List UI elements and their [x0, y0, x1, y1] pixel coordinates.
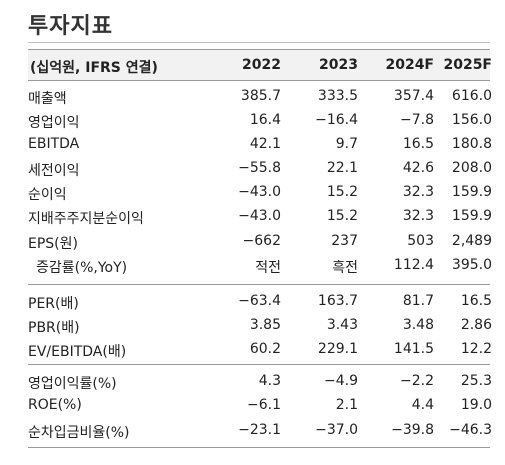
- row-value: 357.4: [393, 88, 434, 104]
- table-row: 영업이익률(%) 4.3 −4.9 −2.2 25.3: [28, 370, 492, 394]
- row-value: 3.43: [326, 317, 358, 333]
- row-value: 503: [407, 233, 434, 249]
- row-value: 81.7: [402, 293, 434, 309]
- row-value: 333.5: [317, 88, 358, 104]
- row-value: 적전: [255, 260, 281, 276]
- row-label: 증감률(%,YoY): [36, 260, 128, 276]
- row-label: 매출액: [28, 91, 67, 107]
- row-value: 163.7: [317, 293, 358, 309]
- row-value: 395.0: [451, 257, 492, 273]
- header-unit-label: (십억원, IFRS 연결): [30, 60, 158, 76]
- row-value: 180.8: [451, 136, 492, 152]
- row-value: 16.5: [460, 293, 492, 309]
- row-value: 15.2: [326, 184, 358, 200]
- row-value: −46.3: [449, 422, 492, 438]
- row-label: 순차입금비율(%): [28, 425, 130, 441]
- header-year-2023: 2023: [319, 57, 358, 73]
- row-value: −2.2: [400, 373, 434, 389]
- row-label: ROE(%): [28, 397, 82, 413]
- row-value: −23.1: [238, 422, 281, 438]
- row-value: 141.5: [393, 341, 434, 357]
- row-label: PBR(배): [28, 320, 80, 336]
- row-value: 159.9: [451, 184, 492, 200]
- table-bottom-rule: [28, 447, 490, 448]
- row-value: 19.0: [460, 397, 492, 413]
- row-label: 세전이익: [28, 163, 80, 179]
- row-value: −37.0: [315, 422, 358, 438]
- row-value: 22.1: [326, 160, 358, 176]
- row-value: 2.86: [460, 317, 492, 333]
- table-row: EPS(원) −662 237 503 2,489: [28, 230, 492, 254]
- table-row: EBITDA 42.1 9.7 16.5 180.8: [28, 133, 492, 157]
- row-value: −43.0: [238, 184, 281, 200]
- row-value: −55.8: [238, 160, 281, 176]
- row-value: 616.0: [451, 88, 492, 104]
- row-value: 229.1: [317, 341, 358, 357]
- table-row: 지배주주지분순이익 −43.0 15.2 32.3 159.9: [28, 205, 492, 229]
- header-year-2025f: 2025F: [443, 57, 492, 73]
- row-value: 4.4: [411, 397, 434, 413]
- table-row: 순이익 −43.0 15.2 32.3 159.9: [28, 181, 492, 205]
- section-divider: [28, 364, 490, 365]
- row-value: 159.9: [451, 208, 492, 224]
- row-value: 2.1: [335, 397, 358, 413]
- row-value: 156.0: [451, 112, 492, 128]
- row-value: 3.85: [249, 317, 281, 333]
- row-value: −6.1: [247, 397, 281, 413]
- row-value: 25.3: [460, 373, 492, 389]
- row-value: 42.1: [249, 136, 281, 152]
- row-value: 12.2: [460, 341, 492, 357]
- row-value: 32.3: [402, 208, 434, 224]
- row-value: −63.4: [238, 293, 281, 309]
- row-label: 영업이익률(%): [28, 376, 117, 392]
- table-header: (십억원, IFRS 연결) 2022 2023 2024F 2025F: [28, 49, 492, 81]
- row-value: −39.8: [391, 422, 434, 438]
- table-row: EV/EBITDA(배) 60.2 229.1 141.5 12.2: [28, 338, 492, 362]
- title-divider: [28, 42, 490, 43]
- row-label: 순이익: [28, 187, 67, 203]
- row-value: 16.4: [249, 112, 281, 128]
- row-value: 237: [331, 233, 358, 249]
- row-label: EBITDA: [28, 136, 80, 152]
- row-value: 32.3: [402, 184, 434, 200]
- row-label: PER(배): [28, 296, 79, 312]
- row-value: 208.0: [451, 160, 492, 176]
- row-value: 9.7: [335, 136, 358, 152]
- table-row: PBR(배) 3.85 3.43 3.48 2.86: [28, 314, 492, 338]
- row-label: EPS(원): [28, 236, 78, 252]
- row-value: 흑전: [332, 260, 358, 276]
- row-label: 지배주주지분순이익: [28, 211, 144, 227]
- row-value: −43.0: [238, 208, 281, 224]
- row-label: 영업이익: [28, 115, 80, 131]
- row-value: 15.2: [326, 208, 358, 224]
- header-year-2022: 2022: [242, 57, 281, 73]
- table-row: 순차입금비율(%) −23.1 −37.0 −39.8 −46.3: [28, 419, 492, 443]
- row-value: 112.4: [393, 257, 434, 273]
- row-value: −7.8: [400, 112, 434, 128]
- row-label: EV/EBITDA(배): [28, 344, 127, 360]
- table-row: 세전이익 −55.8 22.1 42.6 208.0: [28, 157, 492, 181]
- page-title: 투자지표: [28, 14, 113, 39]
- table-row: 영업이익 16.4 −16.4 −7.8 156.0: [28, 109, 492, 133]
- section-divider: [28, 284, 490, 285]
- row-value: 385.7: [240, 88, 281, 104]
- table-row: 증감률(%,YoY) 적전 흑전 112.4 395.0: [28, 254, 492, 278]
- row-value: 3.48: [402, 317, 434, 333]
- row-value: −4.9: [324, 373, 358, 389]
- row-value: 4.3: [258, 373, 281, 389]
- table-row: ROE(%) −6.1 2.1 4.4 19.0: [28, 394, 492, 418]
- row-value: −662: [242, 233, 281, 249]
- row-value: −16.4: [315, 112, 358, 128]
- row-value: 2,489: [451, 233, 492, 249]
- table-row: PER(배) −63.4 163.7 81.7 16.5: [28, 290, 492, 314]
- row-value: 16.5: [402, 136, 434, 152]
- row-value: 42.6: [402, 160, 434, 176]
- row-value: 60.2: [249, 341, 281, 357]
- header-year-2024f: 2024F: [385, 57, 434, 73]
- table-row: 매출액 385.7 333.5 357.4 616.0: [28, 85, 492, 109]
